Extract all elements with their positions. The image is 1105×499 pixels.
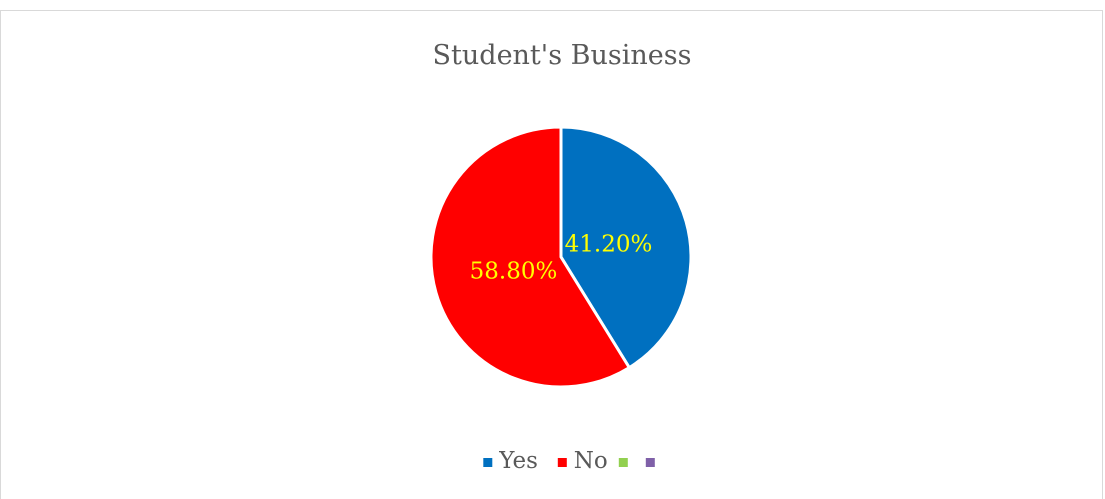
legend-swatch-series-2 [618, 458, 628, 467]
data-label-no: 58.80% [470, 259, 558, 285]
legend: Yes No [483, 448, 655, 474]
data-labels: 41.20% 58.80% [470, 232, 653, 285]
pie-slices [429, 125, 693, 389]
legend-swatch-no [557, 458, 567, 467]
data-label-yes: 41.20% [565, 232, 653, 258]
legend-label-yes: Yes [498, 448, 538, 474]
pie-slice-no [429, 125, 632, 389]
legend-swatch-yes [483, 458, 493, 467]
legend-label-no: No [574, 448, 608, 474]
chart-title: Student's Business [433, 40, 692, 71]
legend-swatch-series-3 [645, 458, 655, 467]
